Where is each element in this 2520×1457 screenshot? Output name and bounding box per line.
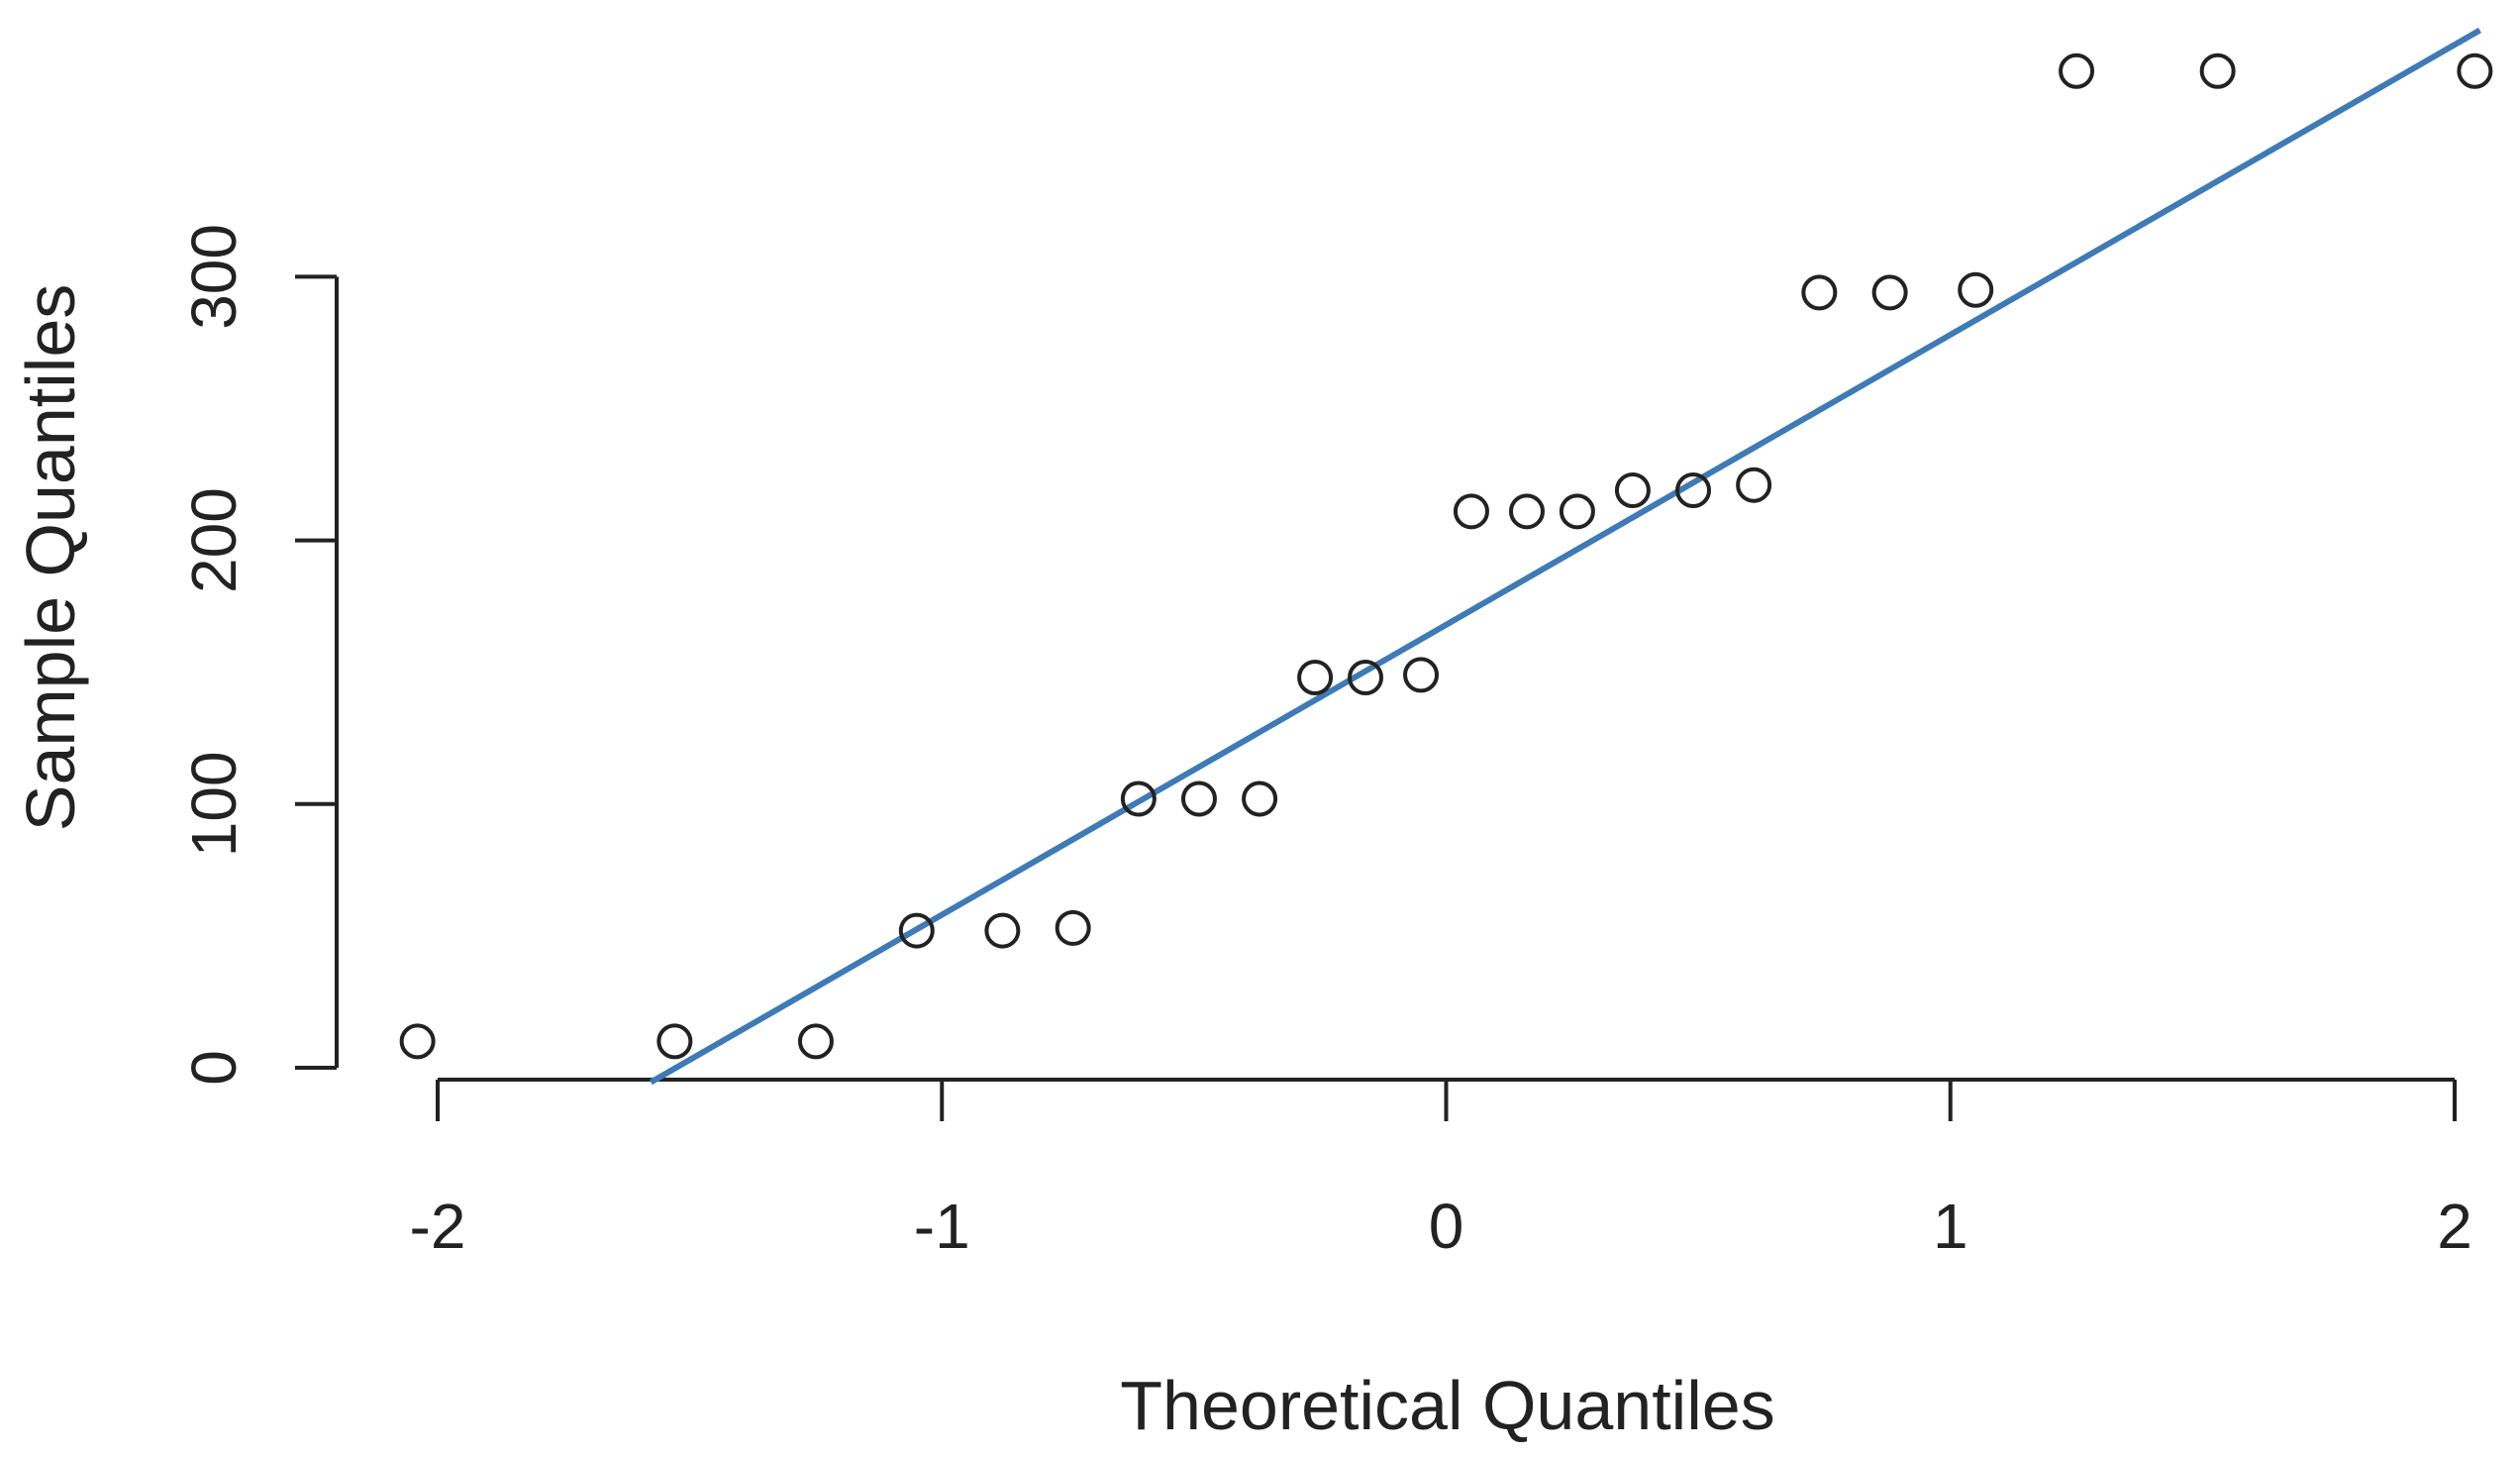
data-point — [1559, 493, 1595, 530]
x-tick-label: 2 — [2437, 1191, 2472, 1262]
data-point — [1736, 467, 1772, 503]
y-tick-label: 200 — [178, 487, 250, 593]
y-tick-label: 0 — [178, 1050, 250, 1086]
data-point — [1403, 657, 1440, 693]
data-point — [1675, 472, 1712, 509]
data-point — [656, 1023, 693, 1060]
x-tick-label: 1 — [1933, 1191, 1968, 1262]
data-point — [1120, 781, 1157, 817]
x-axis-title: Theoretical Quantiles — [1120, 1367, 1774, 1444]
y-axis-title: Sample Quantiles — [12, 284, 89, 832]
data-point — [797, 1023, 834, 1060]
data-point — [1614, 472, 1651, 509]
scatter-points — [399, 52, 2493, 1060]
data-point — [1348, 660, 1384, 696]
y-tick-label: 300 — [178, 224, 250, 330]
data-point — [1242, 781, 1278, 817]
data-point — [2457, 52, 2493, 89]
data-point — [1801, 274, 1838, 311]
data-point — [1958, 271, 1994, 308]
data-point — [1453, 493, 1489, 530]
x-tick-label: 0 — [1429, 1191, 1464, 1262]
reference-line-layer — [649, 27, 2481, 1086]
data-point — [2199, 52, 2236, 89]
axes — [335, 276, 2455, 1082]
data-point — [399, 1023, 436, 1060]
data-point — [984, 912, 1021, 949]
data-point — [1508, 493, 1545, 530]
y-ticks: 0 100 200 300 — [178, 224, 337, 1086]
data-point — [1871, 274, 1908, 311]
data-point — [2059, 52, 2095, 89]
x-tick-label: -2 — [410, 1191, 466, 1262]
x-ticks: -2 -1 0 1 2 — [410, 1080, 2472, 1262]
data-point — [1180, 781, 1217, 817]
reference-line — [649, 27, 2481, 1086]
x-tick-label: -1 — [914, 1191, 970, 1262]
data-point — [1055, 909, 1091, 946]
data-point — [898, 912, 935, 949]
y-tick-label: 100 — [178, 751, 250, 857]
data-point — [1297, 660, 1334, 696]
